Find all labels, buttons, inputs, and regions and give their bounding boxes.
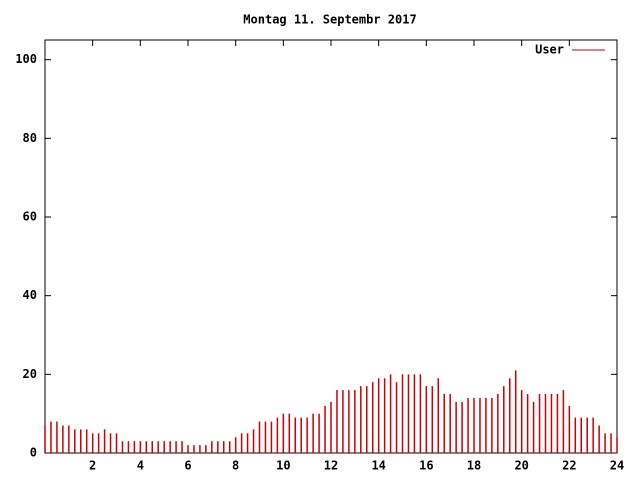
x-tick-label: 4: [137, 459, 144, 473]
y-tick-label: 40: [23, 288, 37, 302]
x-tick-label: 6: [184, 459, 191, 473]
x-tick-label: 22: [562, 459, 576, 473]
x-tick-label: 20: [514, 459, 528, 473]
x-tick-label: 10: [276, 459, 290, 473]
y-tick-label: 80: [23, 131, 37, 145]
y-tick-label: 0: [30, 446, 37, 460]
x-tick-label: 16: [419, 459, 433, 473]
y-tick-label: 60: [23, 210, 37, 224]
chart-title: Montag 11. Septembr 2017: [243, 13, 416, 27]
y-tick-label: 20: [23, 367, 37, 381]
x-tick-label: 2: [89, 459, 96, 473]
y-tick-label: 100: [15, 52, 37, 66]
x-tick-label: 14: [371, 459, 385, 473]
legend-label: User: [535, 43, 564, 57]
x-tick-label: 12: [324, 459, 338, 473]
x-tick-label: 18: [467, 459, 481, 473]
x-tick-label: 24: [610, 459, 624, 473]
x-tick-label: 8: [232, 459, 239, 473]
